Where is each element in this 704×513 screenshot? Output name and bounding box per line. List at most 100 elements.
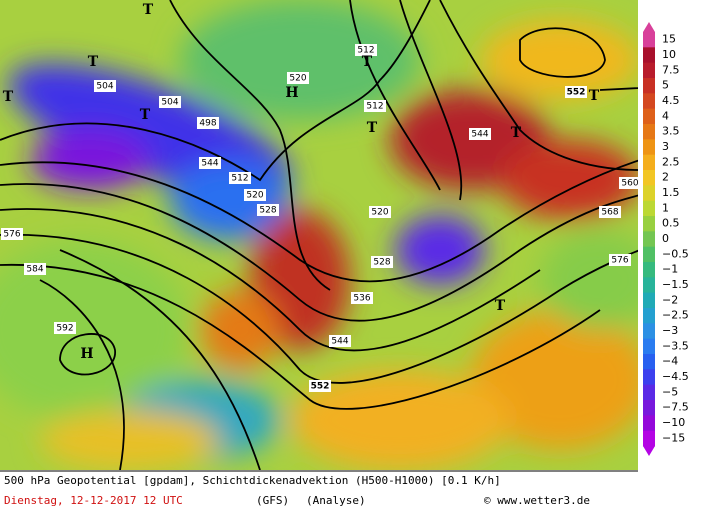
contour-label-bg [257,204,279,216]
legend-label: −15 [662,431,685,444]
legend-swatch [643,246,655,263]
legend-swatch [643,170,655,186]
legend-swatch [643,308,655,324]
pressure-center: T [143,2,154,18]
contour-label: 544 [331,337,348,347]
legend-swatch [643,32,655,48]
legend-swatch [643,154,655,171]
contour-label: 528 [259,206,276,216]
contour-label: 520 [371,208,388,218]
contour-label-bg [351,292,373,304]
contour-label: 544 [201,159,218,169]
legend-swatch [643,216,655,232]
legend-swatch [643,369,655,386]
contour-label-bg [229,172,251,184]
legend-swatch [643,384,655,401]
contour-label: 520 [289,74,306,84]
contour-label-bg [199,157,221,169]
contour-label: 552 [567,88,586,98]
contour-label: 504 [96,82,113,92]
contour-label: 592 [56,324,73,334]
contour-label-bg [369,206,391,218]
contour-label: 512 [231,174,248,184]
footer-date: Dienstag, 12-12-2017 12 UTC [4,494,183,507]
legend-label: 1 [662,201,669,214]
legend-label: −7.5 [662,401,689,414]
contour-label-bg [54,322,76,334]
footer-model: (GFS) [256,494,289,507]
legend-label: 3 [662,140,669,153]
contour-label-bg [609,254,631,266]
legend-swatch [643,124,655,140]
legend-label: −3 [662,324,678,337]
contour-label-bg [565,86,587,98]
contour-label: 576 [3,230,20,240]
footer-credit: © www.wetter3.de [484,494,590,507]
contour-label: 520 [246,191,263,201]
legend-label: −0.5 [662,247,689,260]
pressure-center: T [140,107,151,123]
footer-run: (Analyse) [306,494,366,507]
legend-label: 4 [662,109,669,122]
legend-swatch [643,277,655,294]
contour-label-bg [94,80,116,92]
legend-label: −2 [662,293,678,306]
legend-swatch [643,262,655,278]
legend-label: −4 [662,355,678,368]
pressure-center: T [589,88,600,104]
legend-label: −1.5 [662,278,689,291]
contour-label: 576 [611,256,628,266]
contour-label: 552 [311,382,330,392]
legend-label: 1.5 [662,186,680,199]
contour-label: 584 [26,265,43,275]
legend-swatch [643,93,655,110]
contour-label-bg [469,128,491,140]
legend-label: −3.5 [662,339,689,352]
legend-swatch [643,231,655,248]
legend-label: −5 [662,385,678,398]
pressure-center: T [88,54,99,70]
legend-label: 7.5 [662,63,680,76]
contour-label-bg [364,100,386,112]
pressure-center: T [511,125,522,141]
contour-label: 560 [621,179,638,189]
legend-swatch [643,354,655,370]
legend-label: 15 [662,33,676,46]
contour-label: 568 [601,208,618,218]
contour-label: 528 [373,258,390,268]
legend-label: 2 [662,171,669,184]
legend-label: −1 [662,263,678,276]
legend-label: −2.5 [662,309,689,322]
legend-swatch [643,292,655,309]
legend-swatch [643,415,655,432]
legend-label: 4.5 [662,94,680,107]
pressure-center: H [285,85,298,101]
contour-label-bg [309,380,331,392]
pressure-center: T [367,120,378,136]
contour-label-bg [159,96,181,108]
legend-label: 0 [662,232,669,245]
contour-label-bg [197,117,219,129]
legend-swatch [643,108,655,125]
pressure-center: T [362,54,373,70]
map-area [0,0,638,470]
contour-label: 512 [366,102,383,112]
footer-title: 500 hPa Geopotential [gpdam], Schichtdic… [4,474,501,487]
contour-label: 544 [471,130,488,140]
legend-label: 10 [662,48,676,61]
legend-swatch [643,185,655,202]
contour-label-bg [329,335,351,347]
legend-swatch [643,323,655,340]
legend-label: −4.5 [662,370,689,383]
contour-label-bg [355,44,377,56]
pressure-center: T [495,298,506,314]
contour-label-bg [1,228,23,240]
legend-swatch [643,400,655,416]
contour-label: 504 [161,98,178,108]
legend-label: 2.5 [662,155,680,168]
pressure-center: T [3,89,14,105]
contour-label-bg [24,263,46,275]
contour-label: 498 [199,119,216,129]
contour-label-bg [599,206,621,218]
